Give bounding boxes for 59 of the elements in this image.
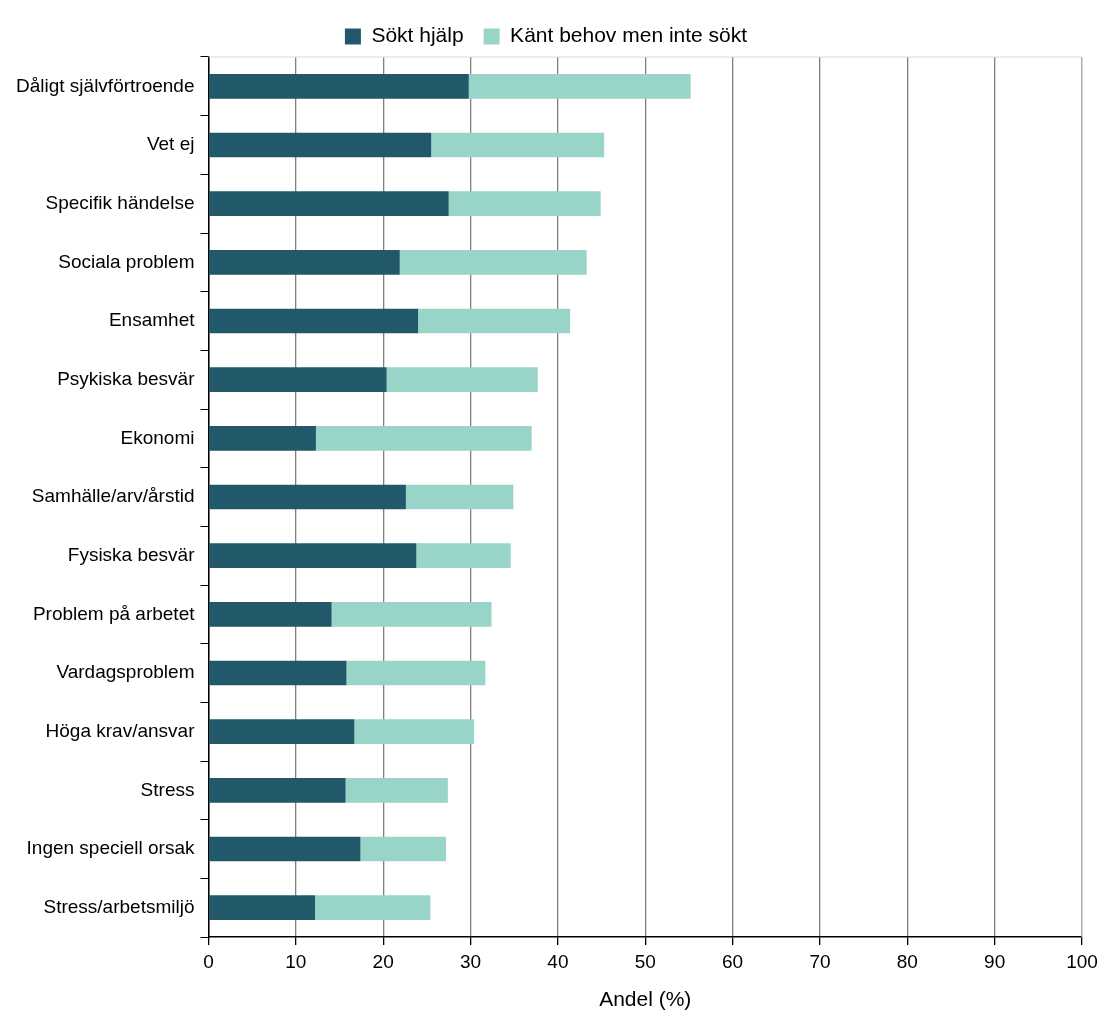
bar [399,250,587,275]
bar [315,895,431,920]
bar [209,836,361,862]
bar [209,895,316,920]
bar [418,308,571,334]
x-tick-label: 40 [547,950,569,972]
bar [209,74,469,99]
bar [209,660,347,686]
bar [209,191,449,216]
bar [386,367,538,392]
legend-label: Sökt hjälp [371,23,464,47]
bar [405,484,514,510]
x-tick-label: 60 [722,950,744,972]
bar [209,602,332,627]
bar [209,367,387,392]
y-tick-label: Samhälle/arv/årstid [31,485,195,507]
x-tick-label: 0 [203,950,214,972]
x-tick-label: 30 [459,950,482,972]
x-tick-label: 50 [634,950,656,972]
y-tick-label: Specifik händelse [45,191,195,213]
y-tick-label: Ensamhet [108,309,196,331]
y-tick-label: Ekonomi [120,426,195,448]
bar [209,543,417,568]
y-tick-label: Vardagsproblem [56,661,195,683]
y-tick-label: Höga krav/ansvar [45,719,196,741]
x-tick-label: 70 [809,950,831,972]
y-tick-label: Psykiska besvär [57,367,196,389]
bar [209,778,346,803]
y-tick-label: Sociala problem [58,250,195,272]
y-tick-label: Ingen speciell orsak [26,837,195,859]
bar [209,484,406,510]
x-axis-title: Andel (%) [599,987,692,1011]
y-tick-label: Fysiska besvär [67,543,196,565]
bar [468,74,691,99]
x-tick-label: 80 [896,950,918,972]
bar [315,426,532,451]
x-tick-label: 100 [1066,950,1098,972]
bar [448,191,601,216]
y-tick-label: Problem på arbetet [32,602,196,624]
bar [416,543,511,568]
legend-label: Känt behov men inte sökt [510,23,748,47]
bar [209,132,432,158]
bar [209,308,419,334]
x-tick-label: 10 [285,950,307,972]
y-tick-label: Dåligt självförtroende [15,74,195,96]
bar [209,250,400,275]
bar [209,426,316,451]
bar [346,660,486,686]
bar [360,836,447,862]
bar [331,602,492,627]
x-tick-label: 20 [372,950,394,972]
bar [345,778,448,803]
x-tick-label: 90 [984,950,1006,972]
y-tick-label: Vet ej [146,133,195,155]
y-tick-label: Stress/arbetsmiljö [43,895,195,917]
bar [209,719,355,744]
bar [431,132,605,158]
y-tick-label: Stress [140,778,195,800]
bar [354,719,475,744]
